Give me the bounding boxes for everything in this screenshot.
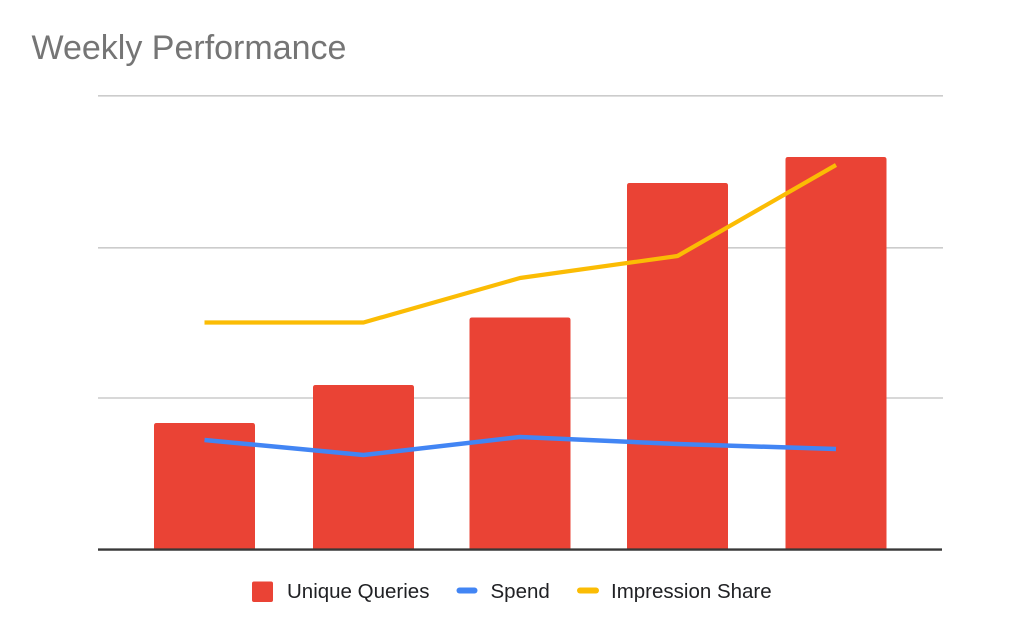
svg-text:Weekly Performance: Weekly Performance [32,29,347,67]
svg-text:Spend: Spend [491,580,550,603]
svg-text:Unique Queries: Unique Queries [287,580,429,603]
svg-text:Impression Share: Impression Share [611,580,772,603]
